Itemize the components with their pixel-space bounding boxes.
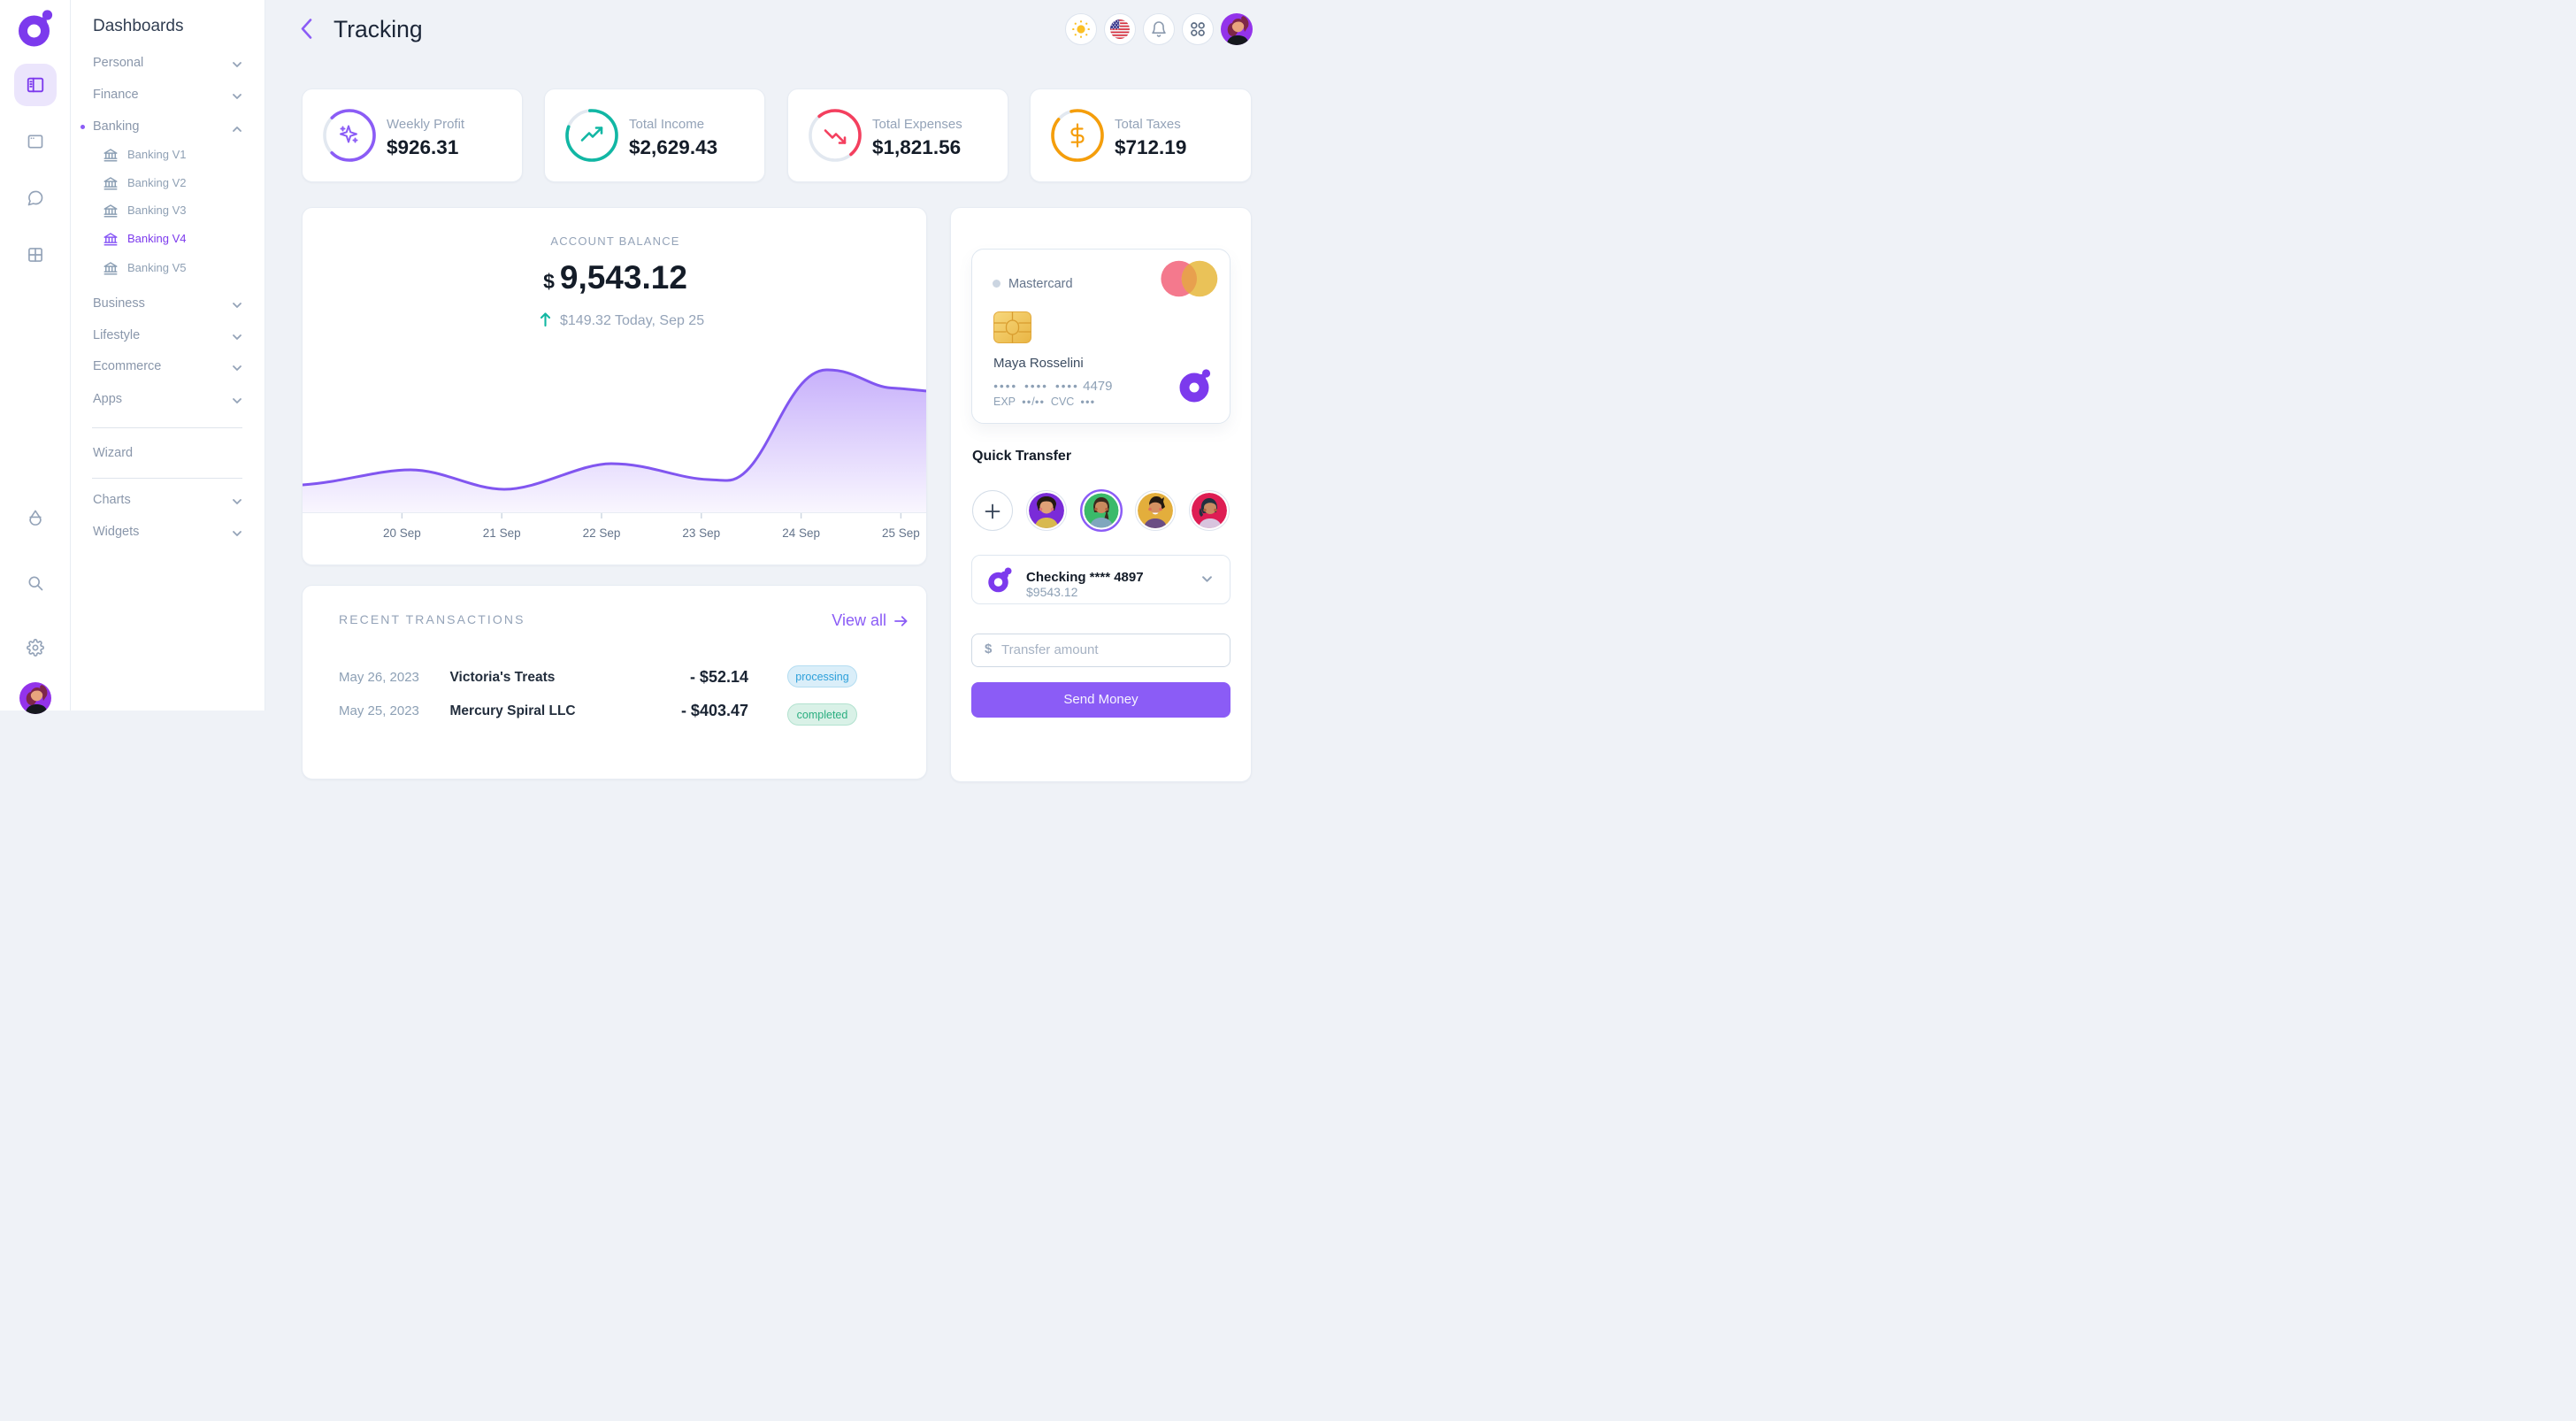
svg-text:25 Sep: 25 Sep (882, 526, 920, 540)
svg-text:22 Sep: 22 Sep (583, 526, 621, 540)
svg-text:24 Sep: 24 Sep (782, 526, 820, 540)
svg-text:21 Sep: 21 Sep (483, 526, 521, 540)
svg-text:20 Sep: 20 Sep (383, 526, 421, 540)
svg-text:23 Sep: 23 Sep (682, 526, 720, 540)
